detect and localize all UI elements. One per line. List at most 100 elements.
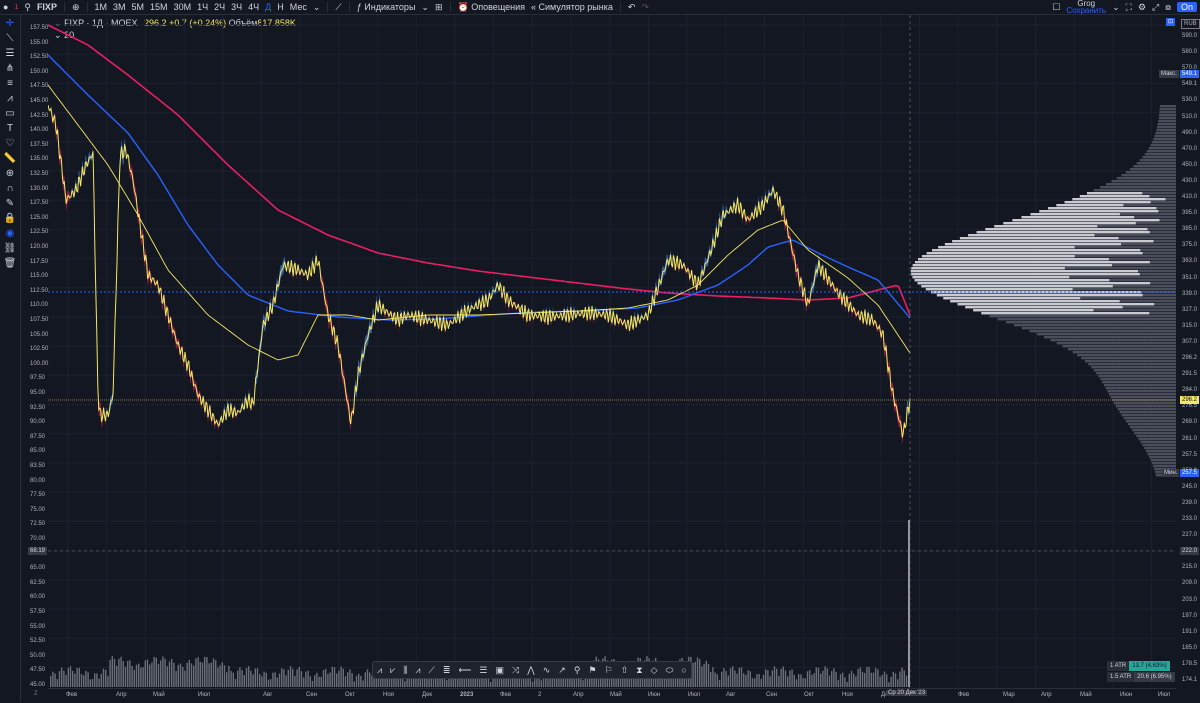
currency-label[interactable]: RUB: [1181, 19, 1200, 29]
zoom-icon[interactable]: ⊕: [5, 168, 15, 179]
interval-7[interactable]: 3Ч: [231, 2, 243, 12]
redo-icon[interactable]: ↷: [641, 1, 649, 12]
indicators-button[interactable]: ƒ Индикаторы: [357, 2, 416, 12]
cycle-icon[interactable]: ⧗: [636, 664, 643, 675]
flag-icon[interactable]: ⚑: [588, 664, 597, 675]
trendline-icon[interactable]: ⟋: [428, 664, 435, 675]
volume-bar: [327, 673, 329, 687]
chart-type-icon[interactable]: ⟋: [335, 1, 342, 12]
right-price-axis[interactable]: RUB 590.0 580.0 570.0 549.1 530.0 510.0 490.0 4…: [1176, 15, 1200, 687]
interval-0[interactable]: 1М: [94, 2, 108, 12]
gear-icon[interactable]: ⚙: [1137, 1, 1147, 12]
brush-icon[interactable]: ⚲: [573, 664, 581, 675]
chevron-down-icon[interactable]: ⌄: [312, 1, 321, 12]
wave-icon[interactable]: ∿: [542, 664, 551, 675]
lock-icon[interactable]: 🔒: [3, 213, 17, 224]
arrow-left-icon[interactable]: ⟵: [458, 664, 472, 675]
pencil-lock-icon[interactable]: ✎: [5, 198, 15, 209]
hline-icon[interactable]: ☰: [5, 48, 15, 59]
volume-bar: [322, 669, 325, 687]
alerts-button[interactable]: ⏰ Оповещения: [458, 2, 525, 13]
rectangle-icon[interactable]: ▭: [5, 108, 15, 119]
link-icon[interactable]: ⛓: [3, 243, 17, 254]
add-symbol-icon[interactable]: ⊕: [71, 1, 80, 12]
save-button[interactable]: Сохранить: [1066, 6, 1107, 15]
trendline-icon[interactable]: ⟍: [6, 33, 14, 44]
hline-icon[interactable]: ≣: [442, 664, 451, 675]
left-axis-tick: 152.50: [30, 54, 49, 61]
pitchfork-icon[interactable]: ⋔: [5, 63, 15, 74]
interval-10[interactable]: Н: [277, 2, 284, 12]
left-axis-tick: 75.00: [30, 506, 46, 513]
chevron-down-icon[interactable]: ⌄: [54, 18, 62, 28]
eye-icon[interactable]: ◉: [5, 228, 15, 239]
time-axis[interactable]: Фев Апр Май Июл Авг Сен Окт Ноя Дек 2023 Фев 2 Апр Ма…: [48, 688, 1176, 703]
flag-icon[interactable]: ⚐: [604, 664, 613, 675]
path-icon[interactable]: ⤨: [512, 664, 520, 675]
diamond-icon[interactable]: ◇: [650, 664, 658, 675]
circle-icon[interactable]: ○: [681, 665, 687, 675]
ellipse-icon[interactable]: ⬭: [665, 664, 674, 675]
right-axis-settings-icon[interactable]: ⊡: [1166, 18, 1176, 26]
left-price-axis[interactable]: 157.50 155.00 152.50 150.00 147.50 145.00 142.…: [22, 15, 49, 688]
interval-3[interactable]: 15М: [150, 2, 168, 12]
profile-bar: [1021, 327, 1176, 330]
layouts-icon[interactable]: ⊞: [434, 1, 443, 12]
profile-bar: [1100, 186, 1176, 189]
pattern-icon[interactable]: ⩘: [7, 93, 13, 104]
checkbox-icon[interactable]: ☐: [1052, 1, 1061, 12]
profile-bar-value: [952, 240, 1154, 243]
trash-icon[interactable]: 🗑: [3, 258, 17, 269]
search-icon[interactable]: ⚲: [24, 1, 31, 12]
interval-8[interactable]: 4Ч: [248, 2, 260, 12]
user-menu[interactable]: Grog Сохранить: [1066, 0, 1107, 15]
profile-bar-value: [921, 285, 1113, 288]
volume-bar: [853, 673, 855, 687]
volume-bar: [129, 660, 131, 687]
time-axis-tick: Июл: [688, 692, 701, 698]
volume-bar: [85, 670, 87, 687]
interval-6[interactable]: 2Ч: [214, 2, 226, 12]
volume-bar: [76, 667, 78, 687]
interval-2[interactable]: 5М: [131, 2, 145, 12]
heart-icon[interactable]: ♡: [5, 138, 15, 149]
profile-bar: [1014, 324, 1176, 327]
replay-button[interactable]: « Симулятор рынка: [531, 2, 613, 12]
publish-toggle[interactable]: On: [1176, 2, 1197, 12]
user-avatar-icon[interactable]: ●: [3, 2, 9, 12]
interval-5[interactable]: 1Ч: [197, 2, 209, 12]
wave-icon[interactable]: ⩘: [415, 664, 421, 675]
volume-bar: [250, 670, 252, 687]
arrow-up-icon[interactable]: ⇧: [620, 664, 629, 675]
ray-icon[interactable]: ↗: [558, 664, 566, 675]
left-axis-tick: 65.00: [30, 565, 46, 572]
profile-bar: [997, 318, 1176, 321]
bars-icon[interactable]: ⫼: [403, 664, 408, 675]
camera-icon[interactable]: ⧇: [1165, 1, 1171, 12]
maximize-icon[interactable]: ⤢: [1152, 1, 1160, 12]
interval-4[interactable]: 30М: [173, 2, 192, 12]
interval-1[interactable]: 3М: [113, 2, 126, 12]
chevron-down-icon[interactable]: ⌄: [421, 1, 429, 12]
chevron-down-icon[interactable]: ⌄: [54, 30, 62, 40]
fullscreen-icon[interactable]: ⛶: [1125, 1, 1132, 12]
pattern-icon[interactable]: ⩗: [390, 664, 396, 675]
undo-icon[interactable]: ↶: [627, 1, 636, 12]
price-chart[interactable]: [48, 15, 1176, 688]
chevron-down-icon[interactable]: ⌄: [1112, 1, 1120, 12]
fib-icon[interactable]: ≡: [7, 78, 13, 89]
magnet-icon[interactable]: ∩: [6, 183, 14, 194]
profile-bar-value: [1039, 210, 1159, 213]
volume-bar: [760, 679, 762, 687]
symbol-name[interactable]: FIXP: [36, 2, 57, 12]
text-icon[interactable]: T: [6, 123, 14, 134]
pattern-icon[interactable]: ⩘: [377, 664, 383, 675]
zigzag-icon[interactable]: ⋀: [527, 664, 535, 675]
interval-9[interactable]: Д: [265, 2, 272, 12]
crosshair-icon[interactable]: ✛: [5, 18, 15, 29]
interval-11[interactable]: Мес: [289, 2, 307, 12]
fib-icon[interactable]: ☰: [479, 664, 488, 675]
ruler-icon[interactable]: 📏: [3, 153, 17, 164]
rectangle-icon[interactable]: ▣: [495, 664, 504, 675]
indicators-label: Индикаторы: [364, 2, 416, 12]
